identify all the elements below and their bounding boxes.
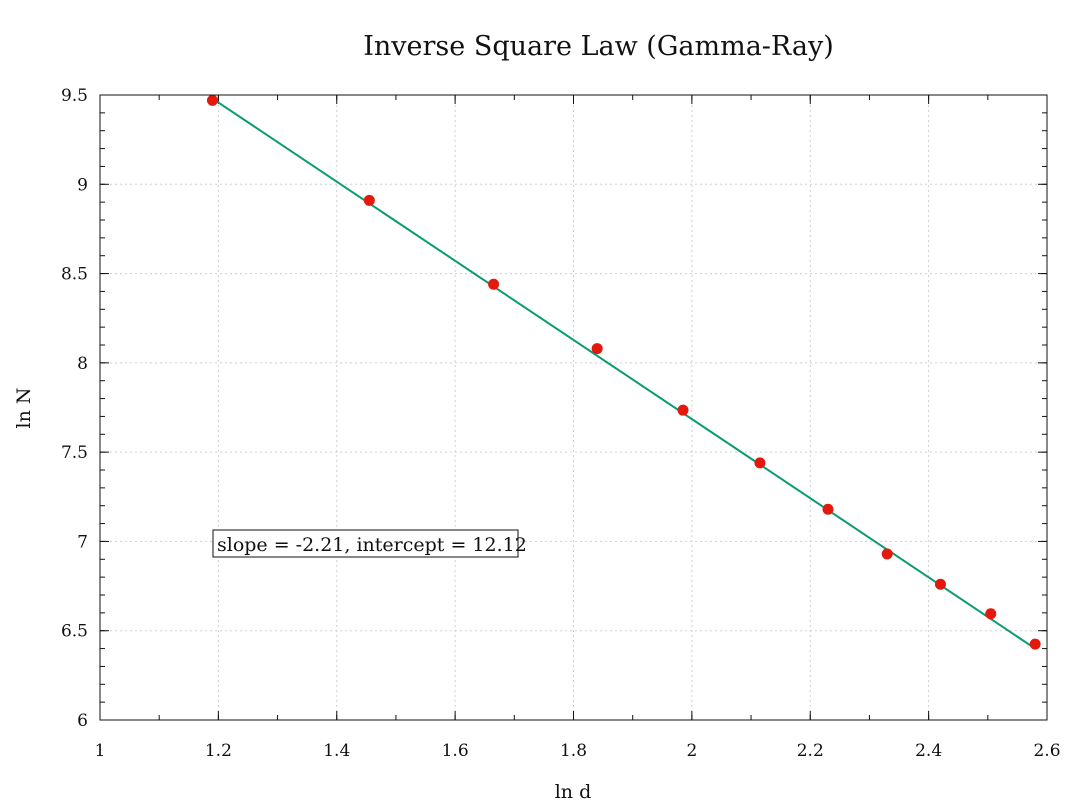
x-tick-label: 1.2 [205, 741, 232, 761]
annotation: slope = -2.21, intercept = 12.12 [212, 529, 527, 558]
data-point [754, 457, 766, 469]
chart-title: Inverse Square Law (Gamma-Ray) [363, 31, 834, 62]
fit-line [211, 97, 1036, 650]
x-tick-label: 2 [686, 741, 697, 761]
x-tick-label: 1.6 [442, 741, 469, 761]
y-tick-label: 6.5 [61, 622, 88, 642]
data-point [488, 278, 500, 290]
y-tick-label: 9.5 [61, 86, 88, 106]
data-point [677, 404, 689, 416]
y-tick-labels: 6 6.5 7 7.5 8 8.5 9 9.5 [61, 86, 88, 731]
y-tick-label: 8.5 [61, 265, 88, 285]
x-tick-label: 2.6 [1033, 741, 1060, 761]
data-point [934, 578, 946, 590]
series-layer [206, 94, 1041, 650]
x-tick-label: 2.4 [915, 741, 942, 761]
x-tick-label: 2.2 [797, 741, 824, 761]
x-axis-label: ln d [555, 781, 592, 803]
grid [100, 95, 1047, 720]
y-tick-label: 8 [77, 354, 88, 374]
data-point [985, 608, 997, 620]
data-point [206, 94, 218, 106]
x-tick-labels: 1 1.2 1.4 1.6 1.8 2 2.2 2.4 2.6 [95, 741, 1061, 761]
data-point [881, 548, 893, 560]
x-tick-label: 1.8 [560, 741, 587, 761]
plot-frame [99, 94, 1048, 721]
y-tick-label: 7.5 [61, 443, 88, 463]
data-point [363, 194, 375, 206]
data-point [1029, 638, 1041, 650]
x-tick-label: 1 [95, 741, 106, 761]
y-tick-label: 9 [77, 175, 88, 195]
annotation-box [212, 529, 519, 558]
annotation-text: slope = -2.21, intercept = 12.12 [217, 534, 527, 556]
data-point [822, 503, 834, 515]
y-axis-label: ln N [13, 388, 35, 429]
y-tick-label: 6 [77, 711, 88, 731]
x-tick-label: 1.4 [323, 741, 350, 761]
y-tick-label: 7 [77, 532, 88, 552]
data-point [591, 343, 603, 355]
